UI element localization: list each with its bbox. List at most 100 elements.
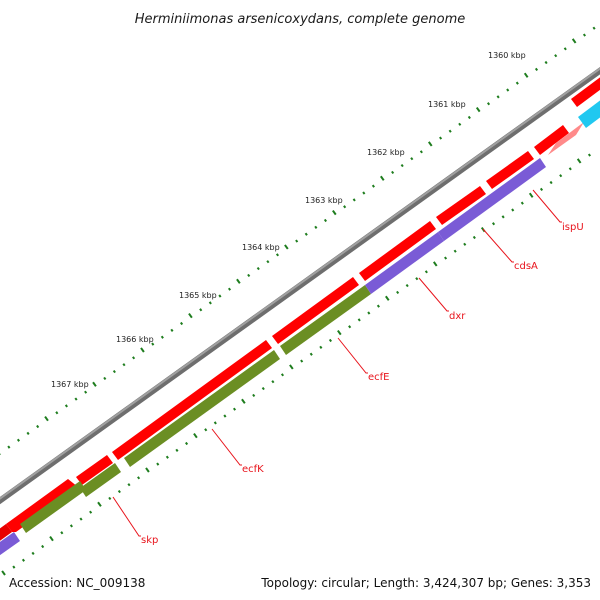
gene-label-skp[interactable]: skp xyxy=(112,496,158,546)
accession-text: Accession: NC_009138 xyxy=(9,576,146,590)
tick-mark xyxy=(453,249,457,253)
scale-tick-label: 1362 kbp xyxy=(367,148,405,157)
gene-labels: ispU cdsA dxr ecfE ecfK skp xyxy=(112,189,584,546)
tick-mark xyxy=(112,369,116,374)
tick-mark xyxy=(26,431,30,435)
gene-label-ispU[interactable]: ispU xyxy=(532,189,584,233)
tick-mark xyxy=(280,373,285,377)
tick-mark xyxy=(432,261,438,267)
tick-mark xyxy=(528,192,534,198)
tick-mark xyxy=(534,67,539,71)
tick-mark xyxy=(506,88,510,92)
gene-name: ispU xyxy=(562,222,584,233)
tick-mark xyxy=(89,510,93,514)
tick-mark xyxy=(223,414,227,418)
tick-mark xyxy=(145,467,150,473)
forward-gene[interactable] xyxy=(534,125,569,155)
tick-mark xyxy=(140,347,145,353)
reverse-gene-green[interactable] xyxy=(20,481,86,533)
tick-mark xyxy=(1,570,6,576)
forward-gene[interactable] xyxy=(486,151,534,189)
tick-mark xyxy=(337,329,342,336)
reverse-gene-purple[interactable] xyxy=(365,232,444,294)
gene-name: dxr xyxy=(449,311,466,322)
tick-mark xyxy=(304,232,308,236)
tick-mark xyxy=(117,489,121,494)
reverse-gene-purple[interactable] xyxy=(438,158,546,241)
tick-mark xyxy=(357,318,361,322)
scale-tick-track xyxy=(0,26,596,455)
reverse-gene-purple[interactable] xyxy=(0,532,20,565)
tick-mark xyxy=(424,270,428,274)
tick-mark xyxy=(188,313,193,319)
tick-mark xyxy=(520,201,524,205)
genome-summary-text: Topology: circular; Length: 3,424,307 bp… xyxy=(261,576,591,590)
inner-tick-track xyxy=(1,153,592,576)
tick-mark xyxy=(539,187,544,191)
gene-name: ecfK xyxy=(242,464,264,475)
tick-mark xyxy=(367,311,371,315)
scale-tick-label: 1364 kbp xyxy=(242,243,280,252)
tick-mark xyxy=(491,222,496,226)
forward-gene-light[interactable] xyxy=(548,122,584,155)
gene-label-cdsA[interactable]: cdsA xyxy=(482,228,538,272)
tick-mark xyxy=(266,260,270,264)
scale-labels: 1360 kbp 1361 kbp 1362 kbp 1363 kbp 1364… xyxy=(51,51,526,389)
tick-mark xyxy=(295,239,299,243)
tick-mark xyxy=(400,163,404,168)
tick-mark xyxy=(44,416,49,422)
forward-gene[interactable] xyxy=(436,186,486,225)
tick-mark xyxy=(252,393,256,398)
forward-gene[interactable] xyxy=(359,221,436,281)
forward-gene[interactable] xyxy=(0,524,12,551)
tick-mark xyxy=(467,115,471,120)
reverse-gene-green[interactable] xyxy=(124,350,280,467)
tick-mark xyxy=(256,266,260,271)
tick-mark xyxy=(193,433,198,439)
reverse-gene-green[interactable] xyxy=(80,463,121,497)
tick-mark xyxy=(60,531,64,535)
forward-gene[interactable] xyxy=(76,455,113,485)
tick-mark xyxy=(323,218,327,223)
tick-mark xyxy=(448,129,452,133)
tick-mark xyxy=(486,102,491,106)
tick-mark xyxy=(31,551,35,555)
tick-mark xyxy=(332,209,337,216)
tick-mark xyxy=(21,558,25,562)
gene-label-dxr[interactable]: dxr xyxy=(418,277,466,322)
gene-label-ecfE[interactable]: ecfE xyxy=(337,337,390,383)
tick-mark xyxy=(385,295,390,301)
tick-mark xyxy=(156,462,160,466)
tick-mark xyxy=(241,398,246,404)
forward-gene[interactable] xyxy=(6,479,78,532)
tick-mark xyxy=(319,345,323,349)
forward-gene[interactable] xyxy=(112,340,272,460)
forward-gene[interactable] xyxy=(571,70,600,107)
tick-mark xyxy=(501,215,505,219)
tick-mark xyxy=(463,242,467,246)
gene-name: cdsA xyxy=(514,261,538,272)
scale-tick-label: 1363 kbp xyxy=(305,196,343,205)
tick-mark xyxy=(137,476,141,480)
tick-mark xyxy=(472,235,476,240)
tick-mark xyxy=(544,60,548,65)
tick-mark xyxy=(261,386,265,391)
tick-mark xyxy=(568,167,572,171)
tick-mark xyxy=(563,47,567,51)
tick-mark xyxy=(55,411,59,415)
gene-label-ecfK[interactable]: ecfK xyxy=(211,428,264,475)
tick-mark xyxy=(444,256,448,260)
scale-tick-label: 1366 kbp xyxy=(116,335,154,344)
tick-mark xyxy=(36,424,40,429)
forward-gene[interactable] xyxy=(272,277,359,344)
tick-mark xyxy=(284,244,289,250)
tick-mark xyxy=(576,158,582,164)
tick-mark xyxy=(396,290,400,295)
reverse-gene-green[interactable] xyxy=(280,285,371,355)
tick-mark xyxy=(380,175,385,181)
forward-gene-cyan[interactable] xyxy=(578,93,600,128)
tick-mark xyxy=(309,352,313,356)
scale-tick-label: 1367 kbp xyxy=(51,380,89,389)
tick-mark xyxy=(427,141,433,147)
